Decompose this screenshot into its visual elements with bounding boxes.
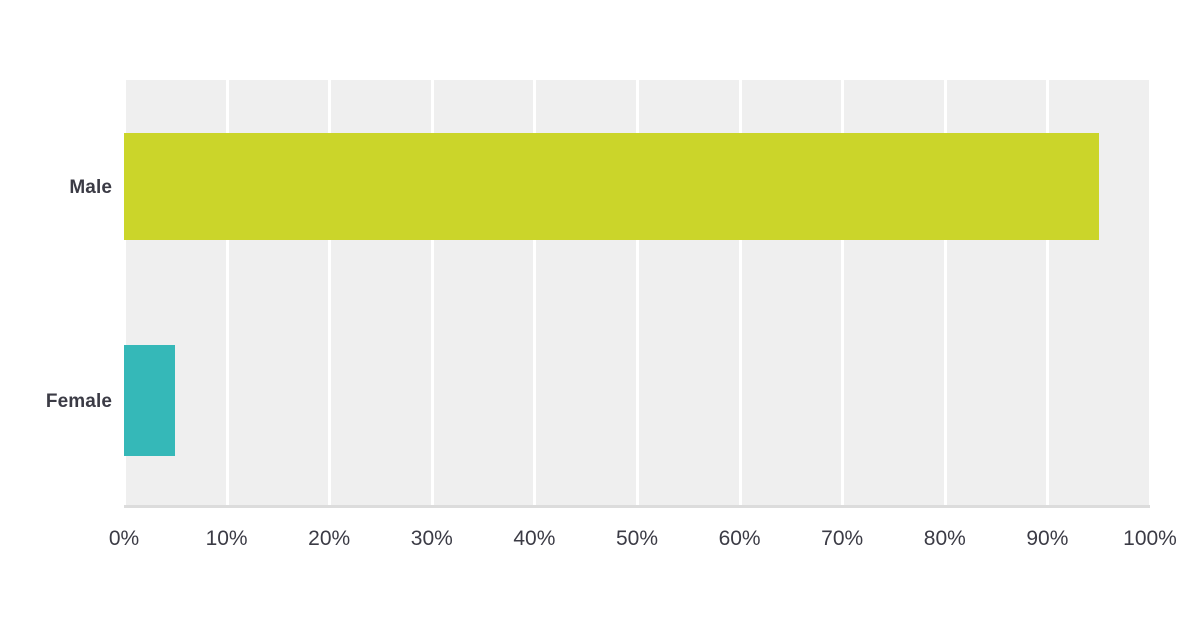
x-tick-label-20: 20% [308, 527, 351, 550]
x-tick-label-40: 40% [513, 527, 556, 550]
gridline-60 [738, 80, 742, 505]
y-axis-label-female: Female [45, 391, 112, 412]
x-tick-label-0: 0% [108, 527, 140, 550]
gridline-20 [328, 80, 332, 505]
x-tick-label-70: 70% [821, 527, 864, 550]
gridline-0 [124, 80, 126, 505]
y-axis-label-male: Male [69, 177, 112, 198]
x-tick-label-10: 10% [205, 527, 248, 550]
bar-male[interactable] [124, 133, 1099, 240]
plot-area [124, 80, 1152, 508]
gridline-100 [1149, 80, 1152, 505]
gridline-10 [225, 80, 229, 505]
x-tick-label-50: 50% [615, 527, 659, 550]
gridline-80 [943, 80, 947, 505]
x-tick-label-60: 60% [718, 527, 761, 550]
bar-female[interactable] [124, 345, 176, 456]
gridline-90 [1046, 80, 1050, 505]
x-tick-label-90: 90% [1026, 527, 1069, 550]
gridline-50 [636, 80, 639, 505]
x-tick-label-30: 30% [410, 527, 453, 550]
gridline-30 [430, 80, 434, 505]
x-tick-label-100: 100% [1123, 527, 1177, 550]
gridline-70 [841, 80, 845, 505]
gridline-40 [533, 80, 537, 505]
x-tick-label-80: 80% [923, 527, 966, 550]
